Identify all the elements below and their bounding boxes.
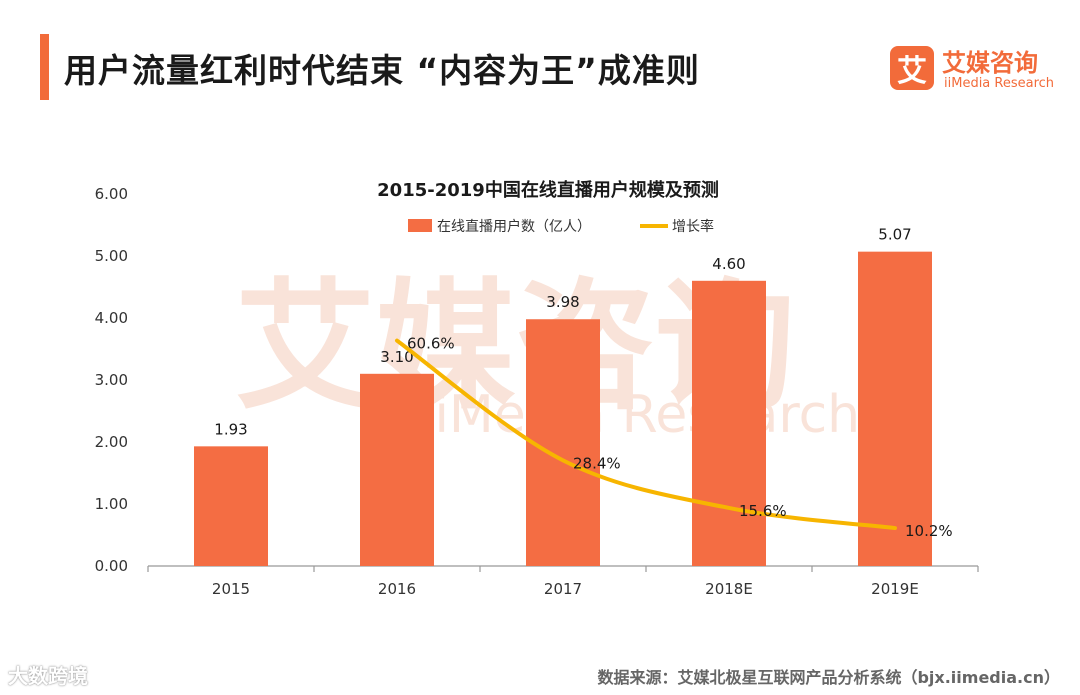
logo-mark: 艾 — [890, 46, 934, 90]
bar-value-label: 1.93 — [214, 420, 247, 438]
page-title: 用户流量红利时代结束 “内容为王”成准则 — [64, 51, 700, 90]
growth-rate-label: 15.6% — [739, 502, 787, 520]
growth-rate-label: 60.6% — [407, 335, 455, 353]
legend-bar-swatch — [408, 219, 432, 232]
y-tick-label: 4.00 — [95, 309, 128, 327]
title-accent-bar — [40, 34, 49, 100]
bar-value-label: 3.10 — [380, 348, 413, 366]
data-source: 数据来源：艾媒北极星互联网产品分析系统（bjx.iimedia.cn） — [597, 668, 1060, 687]
bar — [360, 373, 434, 566]
bar-value-label: 4.60 — [712, 255, 745, 273]
y-tick-label: 0.00 — [95, 557, 128, 575]
x-tick-label: 2019E — [871, 580, 919, 598]
y-tick-label: 1.00 — [95, 495, 128, 513]
x-tick-label: 2018E — [705, 580, 753, 598]
legend-bar-label: 在线直播用户数（亿人） — [437, 218, 591, 235]
watermark-logo-en: iiMedia Research — [420, 385, 860, 445]
x-tick-label: 2016 — [378, 580, 416, 598]
bar — [194, 446, 268, 566]
y-tick-label: 5.00 — [95, 247, 128, 265]
bar-value-label: 5.07 — [878, 226, 911, 244]
y-tick-label: 6.00 — [95, 185, 128, 203]
bar-value-label: 3.98 — [546, 293, 579, 311]
growth-rate-line — [395, 338, 897, 531]
growth-rate-label: 10.2% — [905, 522, 953, 540]
legend-line-label: 增长率 — [672, 218, 714, 235]
brand-logo: 艾 艾媒咨询 iiMedia Research — [890, 46, 1060, 96]
y-tick-label: 3.00 — [95, 371, 128, 389]
logo-name-cn: 艾媒咨询 — [942, 49, 1038, 77]
chart-title: 2015-2019中国在线直播用户规模及预测 — [377, 179, 719, 201]
y-tick-label: 2.00 — [95, 433, 128, 451]
x-tick-label: 2015 — [212, 580, 250, 598]
growth-rate-label: 28.4% — [573, 454, 621, 472]
bar — [526, 319, 600, 566]
bar — [858, 251, 932, 566]
corner-watermark: 大数跨境 — [8, 664, 88, 688]
bar — [692, 280, 766, 566]
x-tick-label: 2017 — [544, 580, 582, 598]
logo-name-en: iiMedia Research — [944, 76, 1055, 91]
